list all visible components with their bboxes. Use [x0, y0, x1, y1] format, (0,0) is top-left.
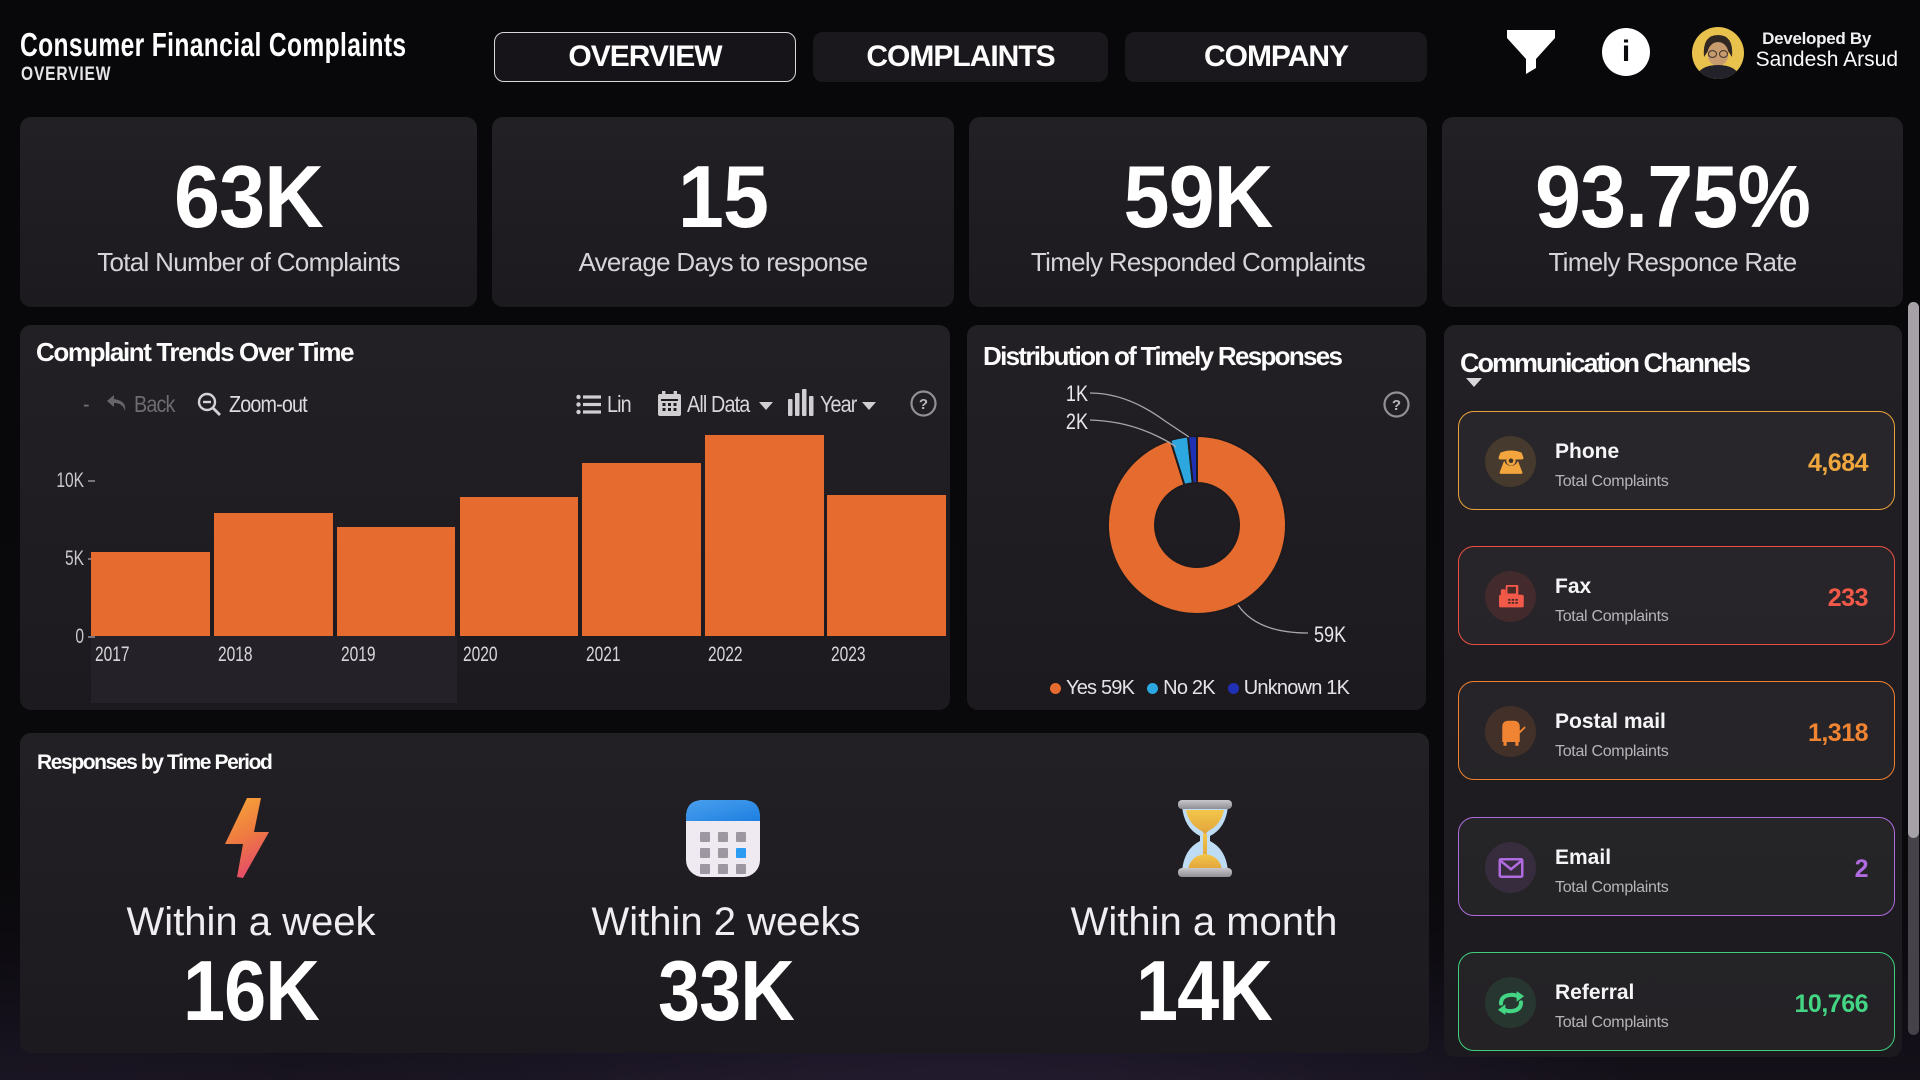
svg-text:?: ? — [1392, 397, 1401, 414]
svg-text:?: ? — [919, 396, 928, 413]
